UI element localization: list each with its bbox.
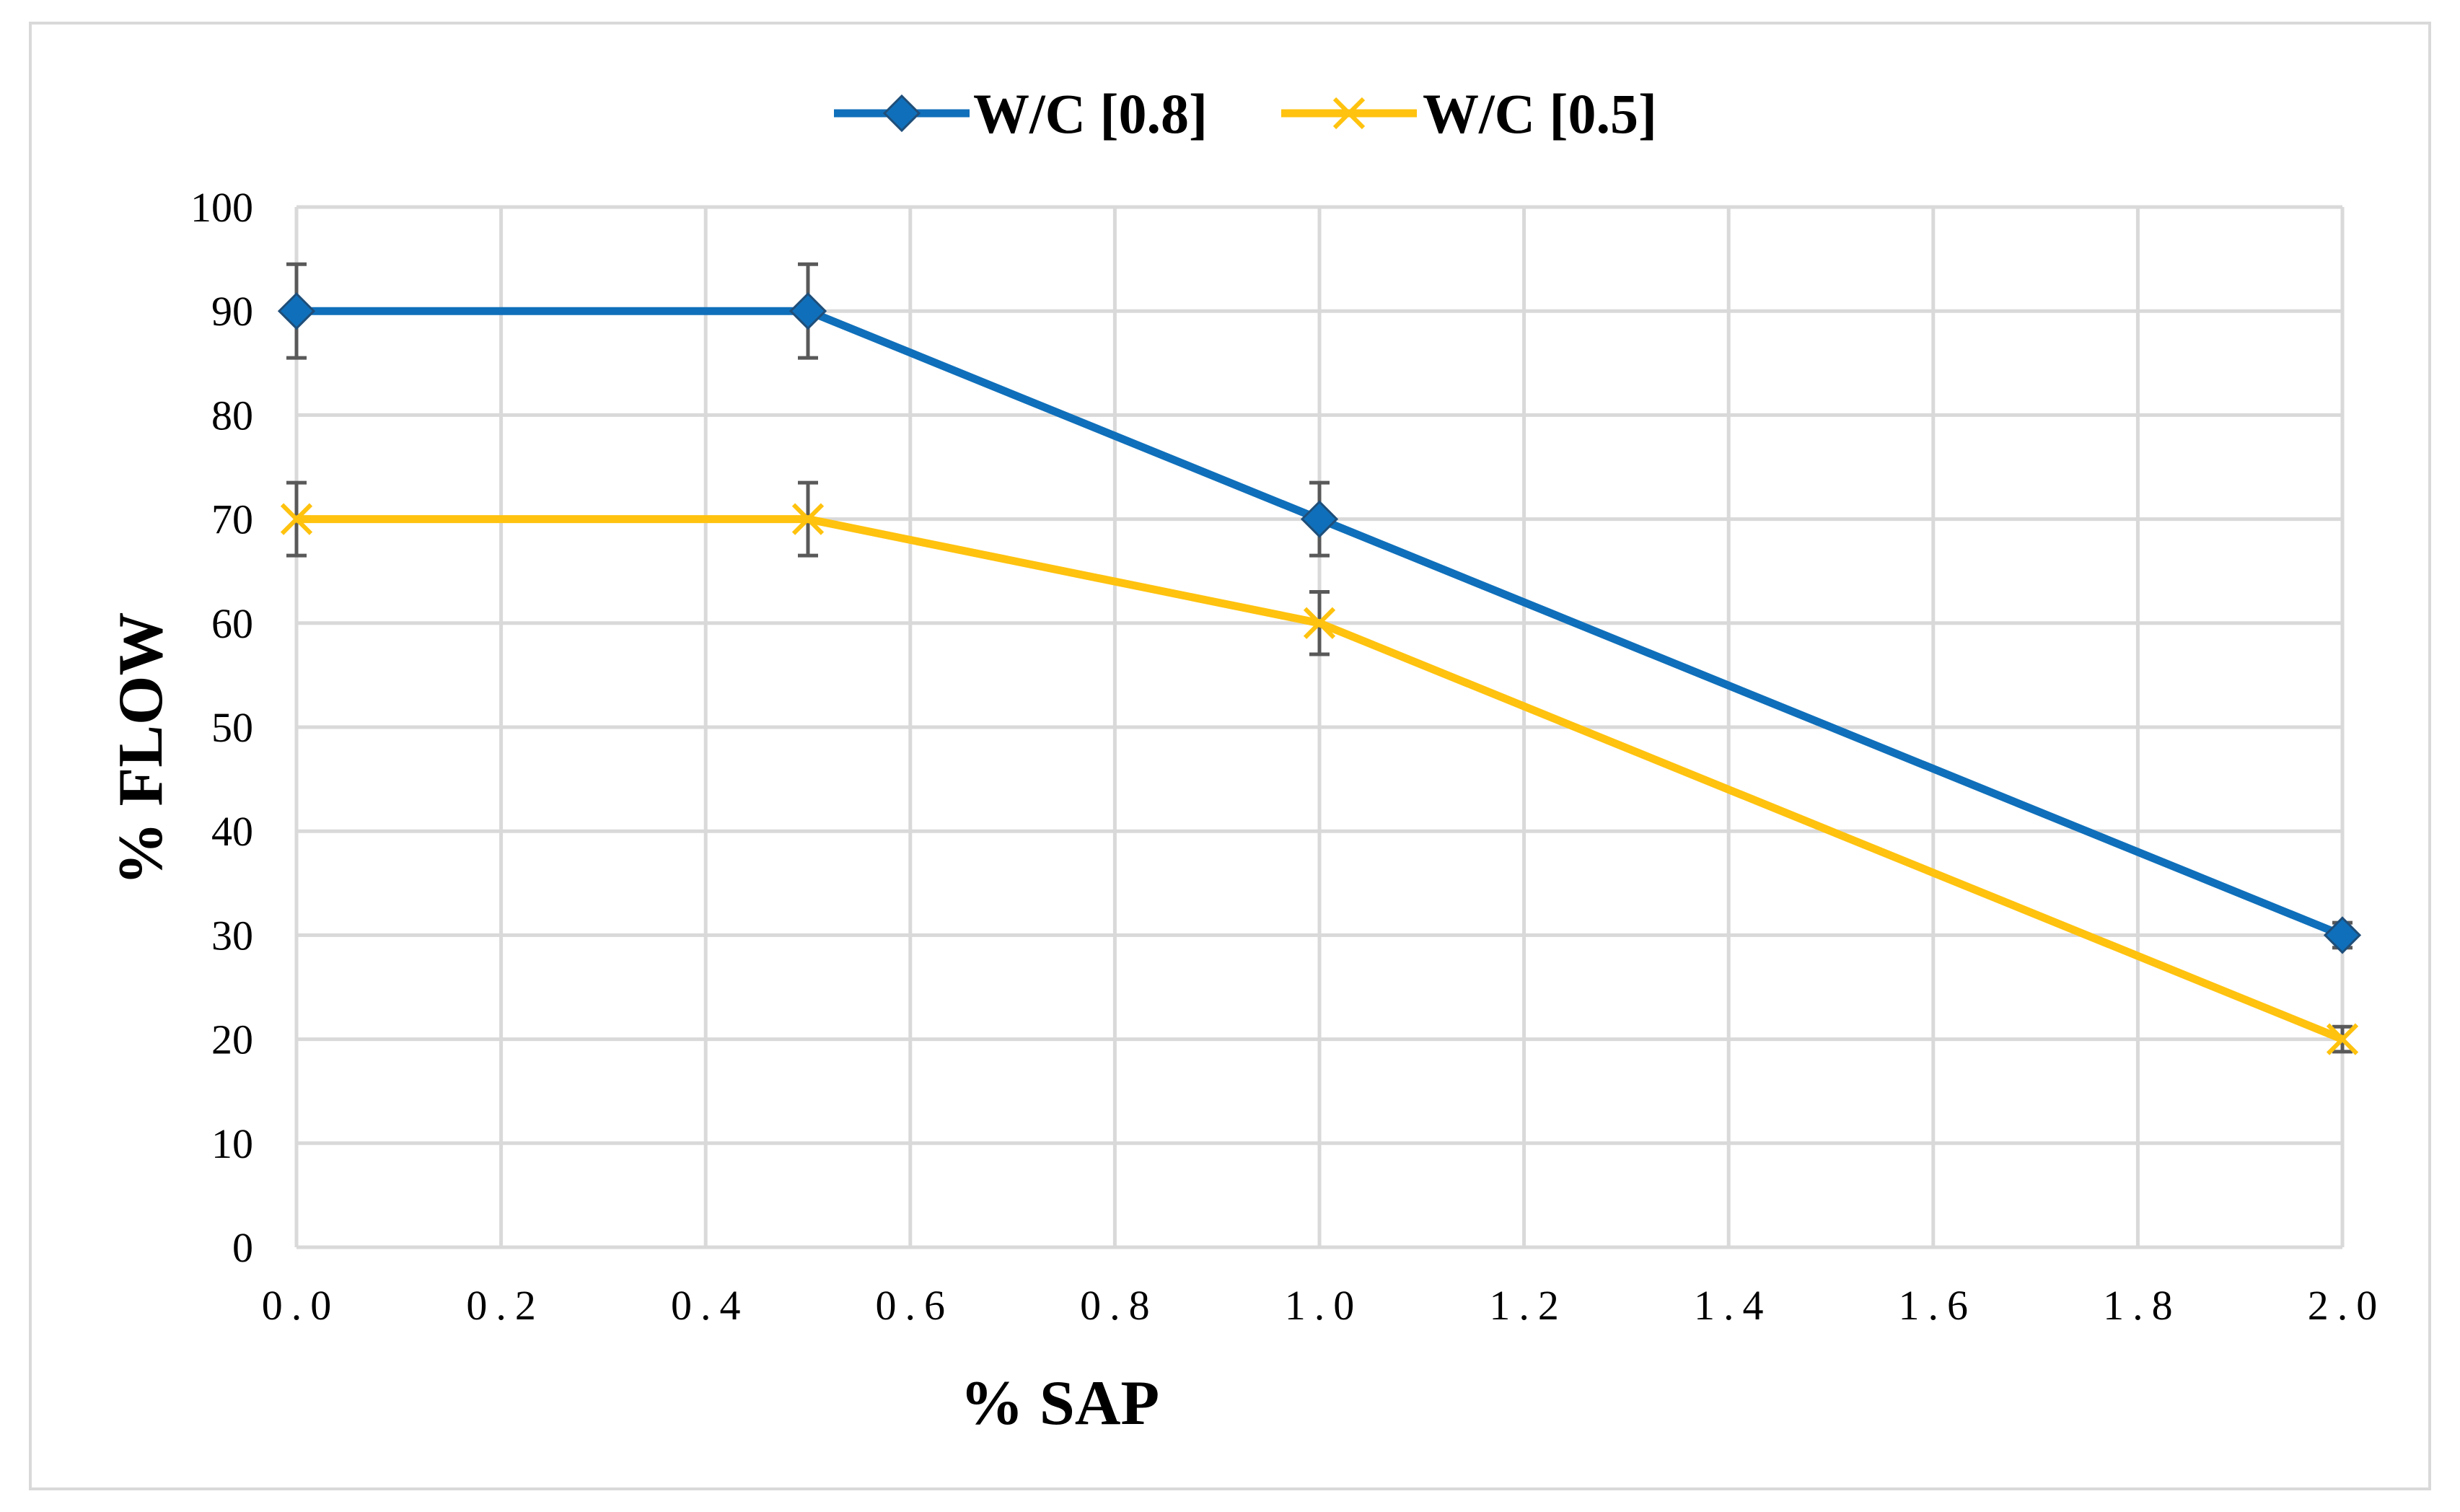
marker-s0-p1 <box>788 292 827 330</box>
y-tick-label-70: 70 <box>211 496 253 543</box>
x-axis-title: % SAP <box>960 1368 1159 1438</box>
series-lines <box>296 307 2345 1043</box>
legend-label-wc-0-5: W/C [0.5] <box>1423 82 1657 145</box>
y-tick-label-40: 40 <box>211 808 253 855</box>
legend-item-wc-0-8: W/C [0.8] <box>834 82 1208 145</box>
legend-marker-x-icon <box>1332 97 1366 130</box>
y-axis-title: % FLOW <box>106 612 176 886</box>
marker-s0-p3 <box>2323 916 2362 954</box>
x-tick-label-0.4: 0.4 <box>671 1282 750 1329</box>
y-tick-labels: 0 10 20 30 40 50 60 70 80 90 100 <box>190 184 253 1271</box>
x-tick-label-1.8: 1.8 <box>2103 1282 2182 1329</box>
legend-marker-diamond-icon <box>882 94 921 133</box>
marker-s1-p2-stroke-b <box>1303 607 1336 639</box>
y-tick-label-90: 90 <box>211 288 253 335</box>
x-tick-label-0.8: 0.8 <box>1080 1282 1159 1329</box>
series-line-0 <box>296 307 2345 939</box>
marker-s0-p2 <box>1300 500 1339 538</box>
x-tick-label-0.6: 0.6 <box>876 1282 954 1329</box>
grid <box>294 205 2345 1249</box>
legend-x-shape <box>1332 97 1366 130</box>
y-tick-label-30: 30 <box>211 912 253 959</box>
x-tick-labels: 0.0 0.2 0.4 0.6 0.8 1.0 1.2 1.4 1.6 1.8 2.0 <box>262 1282 2386 1329</box>
y-tick-label-50: 50 <box>211 704 253 751</box>
legend-x-shape-stroke-b <box>1332 97 1366 130</box>
x-tick-label-1.4: 1.4 <box>1694 1282 1772 1329</box>
marker-s1-p0 <box>280 503 313 535</box>
marker-s0-p0 <box>277 292 316 330</box>
x-tick-label-1.6: 1.6 <box>1899 1282 1977 1329</box>
x-tick-label-2.0: 2.0 <box>2308 1282 2386 1329</box>
legend-diamond-shape <box>882 94 921 133</box>
y-tick-label-10: 10 <box>211 1120 253 1167</box>
y-tick-label-60: 60 <box>211 600 253 647</box>
legend-label-wc-0-8: W/C [0.8] <box>973 82 1208 145</box>
series-line-1 <box>296 515 2345 1043</box>
legend-item-wc-0-5: W/C [0.5] <box>1281 82 1657 145</box>
y-tick-label-80: 80 <box>211 392 253 439</box>
line-chart: 0 10 20 30 40 50 60 70 80 90 100 0.0 0.2 0.4 0.6 0.8 1.… <box>106 82 2386 1438</box>
x-tick-label-1.0: 1.0 <box>1285 1282 1363 1329</box>
error-bars <box>286 262 2353 1054</box>
chart-frame: 0 10 20 30 40 50 60 70 80 90 100 0.0 0.2 0.4 0.6 0.8 1.… <box>29 22 2431 1490</box>
marker-s1-p3 <box>2326 1023 2359 1055</box>
marker-s1-p1-stroke-b <box>791 503 825 535</box>
marker-s1-p0-stroke-b <box>280 503 313 535</box>
legend: W/C [0.8] W/C [0.5] <box>834 82 1657 145</box>
y-tick-label-20: 20 <box>211 1016 253 1063</box>
y-tick-label-100: 100 <box>190 184 253 231</box>
x-tick-label-0.0: 0.0 <box>262 1282 341 1329</box>
series-markers <box>277 292 2362 1055</box>
x-tick-label-1.2: 1.2 <box>1489 1282 1568 1329</box>
x-tick-label-0.2: 0.2 <box>466 1282 545 1329</box>
marker-s1-p2 <box>1303 607 1336 639</box>
marker-s1-p3-stroke-b <box>2326 1023 2359 1055</box>
marker-s1-p1 <box>791 503 825 535</box>
y-tick-label-0: 0 <box>232 1224 253 1271</box>
